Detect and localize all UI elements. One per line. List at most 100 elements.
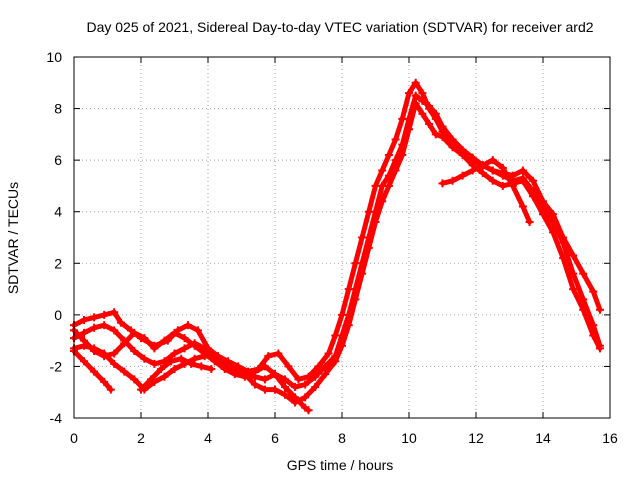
x-tick-label: 16 [602,430,618,446]
data-point [378,181,387,190]
data-point [595,344,604,353]
data-point [488,176,497,185]
data-point [170,365,179,374]
data-point [274,349,283,358]
data-point [291,393,300,402]
data-point [193,326,202,335]
data-point [271,385,279,394]
data-point [301,380,310,389]
data-point [488,166,497,175]
data-point [398,150,407,159]
x-axis-label: GPS time / hours [287,457,394,473]
data-point [331,357,340,366]
data-point [180,334,189,343]
y-tick-label: -2 [50,358,63,374]
data-point [100,310,109,319]
data-point [411,99,420,108]
data-point [281,390,290,399]
data-point [137,385,145,394]
data-point [210,357,219,366]
data-point [364,243,373,252]
data-point [384,181,393,190]
data-point [260,385,269,394]
series-pass-a [70,78,604,384]
data-point [528,192,537,201]
data-point [391,166,400,175]
data-point [351,259,360,268]
data-point [338,310,346,319]
data-point [425,101,434,110]
data-point [569,285,578,294]
data-point [130,328,139,337]
data-point [160,336,169,345]
data-point [371,181,380,190]
data-point [405,125,413,134]
series-line [440,157,533,225]
data-point [398,114,407,123]
data-point [351,295,360,304]
data-point [120,367,129,376]
data-point [150,344,159,353]
data-point [100,377,109,386]
data-point [110,349,119,358]
data-point [264,352,273,361]
data-point [140,334,149,343]
data-point [589,287,598,296]
data-point [140,354,149,363]
data-point [197,362,206,371]
data-point [579,269,588,278]
data-point [110,308,119,317]
data-point [488,156,497,165]
data-point [378,166,387,175]
series-line [71,100,603,405]
data-point [478,161,487,170]
data-point [100,321,109,330]
data-point [150,359,159,368]
data-series [70,78,604,415]
data-point [80,357,89,366]
data-point [110,359,119,368]
x-tick-label: 8 [338,430,346,446]
data-point [301,393,310,402]
data-point [431,109,440,118]
y-tick-label: -4 [50,410,63,426]
data-point [344,321,353,330]
grid-lines [74,57,610,418]
y-axis-label: SDTVAR / TECUs [5,182,21,294]
data-point [190,354,199,363]
x-tick-label: 12 [468,430,484,446]
data-point [260,362,269,371]
x-tick-label: 4 [204,430,212,446]
data-point [90,367,99,376]
data-point [405,89,413,98]
series-pass-d [70,326,313,415]
data-point [371,218,380,227]
data-point [180,344,189,353]
series-pass-g [438,156,534,227]
data-point [250,380,259,389]
data-point [458,150,467,159]
data-point [425,120,434,129]
data-point [183,321,192,330]
data-point [508,181,517,190]
data-point [230,370,239,379]
y-tick-label: 4 [54,204,62,220]
data-point [220,365,229,374]
data-point [528,176,537,185]
data-point [448,135,457,144]
data-point [291,383,300,392]
data-point [448,143,457,152]
data-point [331,331,340,340]
y-tick-label: 0 [54,307,62,323]
data-point [478,169,487,178]
data-point [518,176,527,185]
data-point [358,233,367,242]
data-point [207,365,216,374]
data-point [579,305,588,314]
data-point [90,313,99,322]
data-point [260,375,269,384]
data-point [411,78,420,87]
data-point [284,362,293,371]
data-point [559,238,568,247]
data-point [120,339,129,348]
